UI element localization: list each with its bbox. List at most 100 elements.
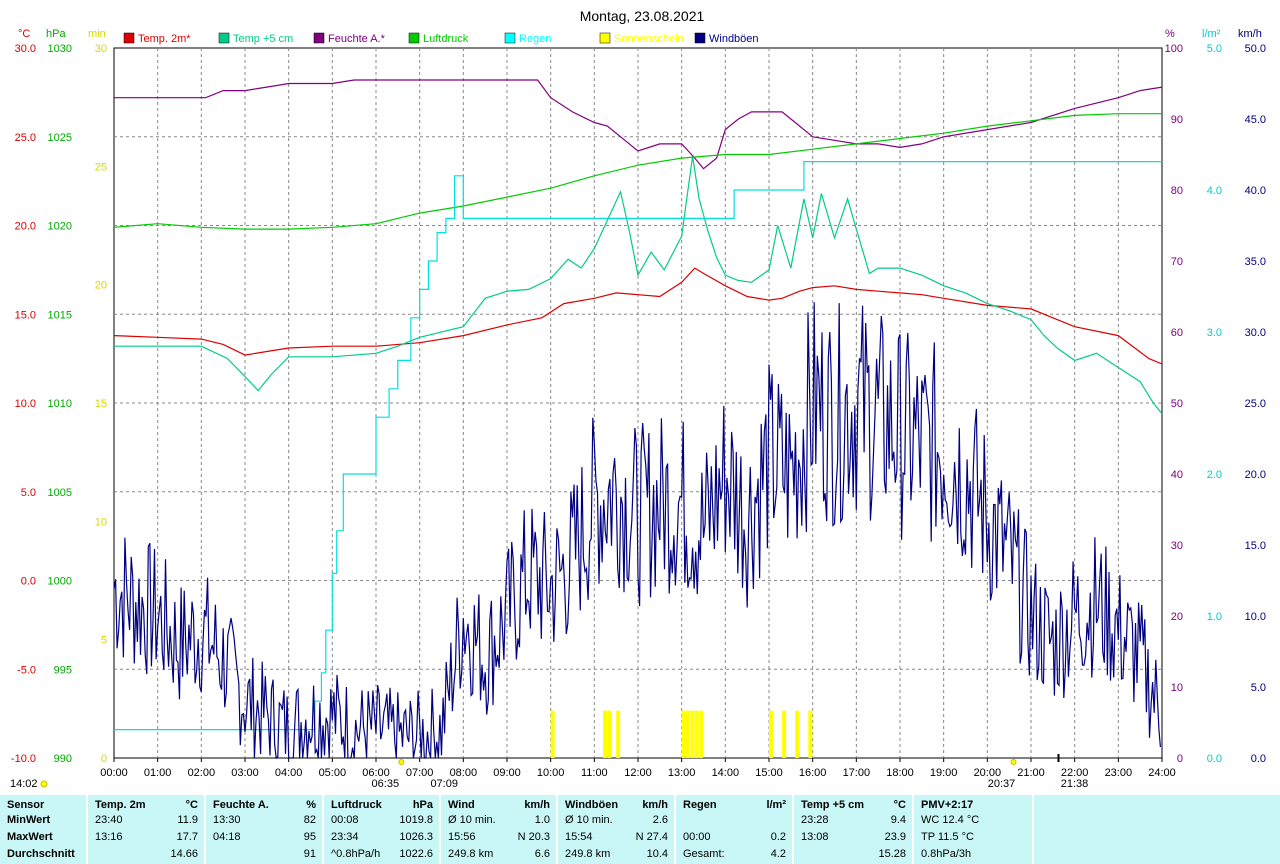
stats-header-unit: l/m² [766, 799, 786, 811]
sunset-label: 20:37 [988, 778, 1016, 790]
stats-header-unit: % [306, 799, 316, 811]
stats-pmv: TP 11.5 °C [921, 831, 974, 843]
stats-time: 23:40 [95, 814, 123, 826]
temp-tick-label: -5.0 [17, 664, 36, 676]
x-tick-label: 13:00 [668, 767, 696, 779]
sunshine-unit-label: min [88, 28, 106, 40]
stats-header-unit: °C [185, 799, 198, 811]
sunshine-bar [795, 710, 800, 758]
stats-value: 1022.6 [399, 848, 433, 860]
sunshine-bar [603, 710, 608, 758]
x-tick-label: 06:00 [362, 767, 390, 779]
wind-tick-label: 50.0 [1245, 43, 1266, 55]
x-tick-label: 03:00 [231, 767, 259, 779]
pressure-tick-label: 995 [54, 664, 72, 676]
sunshine-tick-label: 10 [95, 516, 107, 528]
pressure-unit-label: hPa [46, 28, 66, 40]
legend-label: Windböen [709, 33, 759, 45]
axis-labels: 30.025.020.015.010.05.00.0-5.0-10.010301… [11, 28, 1266, 765]
stats-value: 0.2 [770, 831, 786, 843]
legend-label: Temp +5 cm [233, 33, 293, 45]
stats-time: 15:56 [448, 831, 476, 843]
stats-value: 95 [303, 831, 316, 843]
stats-header-label: Windböen [565, 799, 619, 811]
stats-header-label: Temp +5 cm [801, 799, 865, 811]
wind-tick-label: 20.0 [1245, 469, 1266, 481]
legend-swatch [313, 32, 325, 44]
moon-label: 21:38 [1061, 778, 1089, 790]
x-tick-label: 24:00 [1148, 767, 1176, 779]
sunrise-end-label: 07:09 [430, 778, 458, 790]
x-axis: 00:00 01:00 02:00 03:00 04:00 05:00 06:00 07:00… [10, 754, 1176, 790]
pressure-tick-label: 1020 [48, 221, 72, 233]
legend-label: Temp. 2m* [138, 33, 191, 45]
temp-tick-label: 5.0 [21, 487, 36, 499]
stats-section [558, 795, 676, 864]
wind-tick-label: 30.0 [1245, 327, 1266, 339]
pressure-tick-label: 1030 [48, 43, 72, 55]
stats-value: 1.0 [534, 814, 550, 826]
stats-time: ^0.8hPa/h [331, 848, 381, 860]
temp-unit-label: °C [18, 28, 30, 40]
sunshine-bar [550, 710, 555, 758]
wind-unit-label: km/h [1238, 28, 1262, 40]
pressure-tick-label: 1000 [48, 576, 72, 588]
stats-value: 6.6 [534, 848, 550, 860]
sunshine-tick-label: 15 [95, 398, 107, 410]
humidity-tick-label: 20 [1171, 611, 1183, 623]
stats-header-unit: km/h [642, 799, 668, 811]
rain-tick-label: 4.0 [1207, 185, 1222, 197]
stats-time: Ø 10 min. [448, 814, 496, 826]
humidity-tick-label: 70 [1171, 256, 1183, 268]
stats-time: Ø 10 min. [565, 814, 613, 826]
temp-tick-label: 0.0 [21, 576, 36, 588]
x-tick-label: 02:00 [188, 767, 216, 779]
grid [113, 47, 1163, 759]
humidity-tick-label: 60 [1171, 327, 1183, 339]
stats-pmv: 0.8hPa/3h [921, 848, 972, 860]
weather-chart: Montag, 23.08.2021 Temp. 2m* Temp +5 cm Fe… [10, 8, 1266, 790]
wind-tick-label: 15.0 [1245, 540, 1266, 552]
stats-value: 4.2 [770, 848, 786, 860]
stats-row-label: MaxWert [7, 831, 53, 843]
sunshine-bar [616, 710, 621, 758]
sunrise-marker [398, 759, 405, 765]
series-line-windb-en [113, 302, 1161, 760]
rain-tick-label: 2.0 [1207, 469, 1222, 481]
stats-value: 82 [303, 814, 316, 826]
legend-label: Feuchte A.* [328, 33, 386, 45]
stats-time: 04:18 [213, 831, 241, 843]
x-tick-label: 11:00 [581, 767, 608, 779]
stats-row-label: Durchschnitt [7, 848, 75, 860]
x-tick-label: 21:00 [1017, 767, 1045, 779]
x-tick-label: 17:00 [843, 767, 871, 779]
series-line-feuchte-a- [114, 79, 1163, 170]
rain-unit-label: l/m² [1202, 28, 1221, 40]
sunrise-label: 06:35 [372, 778, 400, 790]
stats-section [676, 795, 794, 864]
temp-tick-label: -10.0 [11, 753, 36, 765]
sunshine-bar [681, 710, 686, 758]
temp-tick-label: 15.0 [15, 309, 36, 321]
humidity-tick-label: 100 [1165, 43, 1183, 55]
stats-value: 14.66 [170, 848, 198, 860]
stats-header-label: Temp. 2m [95, 799, 146, 811]
sunshine-bar [808, 710, 813, 758]
humidity-tick-label: 50 [1171, 398, 1183, 410]
stats-value: N 20.3 [517, 831, 550, 843]
sunshine-bar [607, 710, 612, 758]
sun-marker [40, 780, 48, 788]
stats-time: 23:34 [331, 831, 359, 843]
stats-header-label: PMV+2:17 [921, 799, 974, 811]
x-tick-label: 22:00 [1061, 767, 1089, 779]
stats-header-label: Sensor [7, 799, 45, 811]
sunshine-bar [769, 710, 773, 758]
sunshine-bar [690, 710, 695, 758]
sunshine-tick-label: 20 [95, 280, 107, 292]
plot-area [113, 79, 1163, 760]
stats-pmv: WC 12.4 °C [921, 814, 980, 826]
pressure-tick-label: 1010 [48, 398, 72, 410]
stats-value: 2.6 [652, 814, 668, 826]
stats-time: 13:30 [213, 814, 241, 826]
wind-tick-label: 0.0 [1251, 753, 1266, 765]
